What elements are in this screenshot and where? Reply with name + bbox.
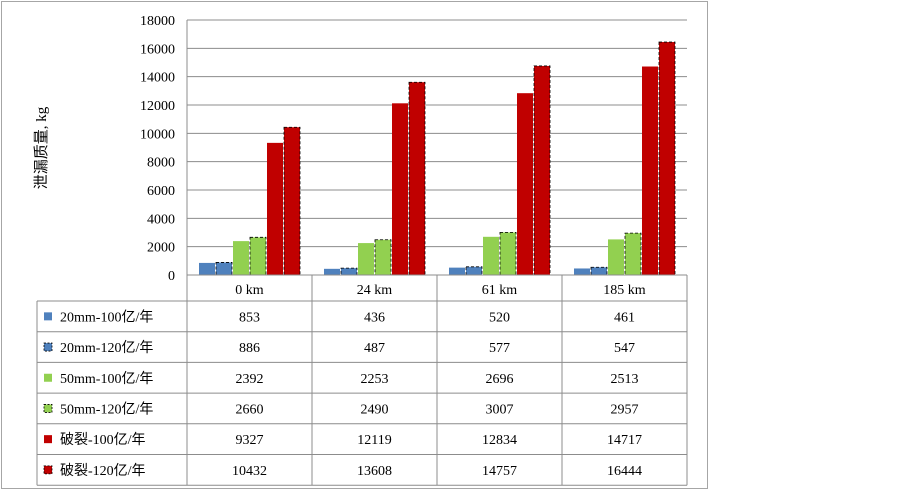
legend-key [44,312,52,321]
category-label: 185 km [603,283,646,298]
bar [392,103,408,275]
bar [483,236,499,275]
bar [590,266,608,276]
bar [215,262,233,276]
bar [608,239,624,275]
data-label: 2696 [486,372,514,387]
legend-key [43,342,53,352]
data-label: 547 [614,341,635,356]
data-label: 12119 [357,433,391,448]
bar [642,66,658,276]
y-tick-label: 14000 [140,71,175,86]
legend-entry: 20mm-100亿/年 [60,309,153,325]
bar [658,41,676,276]
data-label: 2957 [611,402,639,417]
y-tick-label: 16000 [140,42,175,57]
y-tick-label: 10000 [140,127,175,142]
bar [267,142,283,275]
data-label: 2513 [611,372,639,387]
bar [574,268,590,275]
data-label: 853 [239,310,260,325]
y-tick-label: 12000 [140,99,175,114]
bar [249,236,267,276]
bar [374,239,392,276]
category-label: 61 km [482,283,518,298]
bar [499,232,517,276]
legend-entry: 20mm-120亿/年 [60,340,153,356]
data-label: 2392 [236,372,264,387]
bar [358,243,374,275]
data-label: 2660 [236,402,264,417]
y-tick-label: 8000 [147,156,175,171]
legend-entry: 50mm-100亿/年 [60,371,153,387]
legend-key [44,373,52,382]
data-label: 12834 [482,433,517,448]
chart-frame [1,1,708,489]
y-tick-label: 18000 [140,14,175,29]
data-label: 10432 [232,464,267,479]
bar [465,266,483,276]
bar [324,268,340,275]
data-label: 14717 [607,433,642,448]
bar [408,81,426,276]
bar [449,267,465,275]
bar [283,126,301,276]
data-label: 2490 [361,402,389,417]
legend-key [43,404,53,413]
data-label: 487 [364,341,385,356]
legend-entry: 破裂-100亿/年 [60,432,146,448]
y-tick-label: 4000 [147,212,175,227]
y-tick-label: 6000 [147,184,175,199]
y-tick-label: 2000 [147,241,175,256]
bar [624,232,642,276]
data-label: 16444 [607,464,642,479]
category-label: 0 km [235,283,264,298]
y-axis-label: 泄漏质量, kg [33,106,50,189]
legend-entry: 50mm-120亿/年 [60,401,153,417]
y-tick-label: 0 [168,269,175,284]
category-label: 24 km [357,283,393,298]
legend-key [43,465,53,475]
legend-entry: 破裂-120亿/年 [60,463,146,479]
bar [233,241,249,275]
data-label: 2253 [361,372,389,387]
bar [533,65,551,276]
data-label: 577 [489,341,510,356]
data-label: 461 [614,310,635,325]
data-label: 3007 [486,402,514,417]
bar [199,262,215,275]
data-label: 13608 [357,464,392,479]
data-label: 14757 [482,464,517,479]
bar [517,93,533,275]
bar [340,267,358,276]
legend-key [44,435,52,444]
data-label: 886 [239,341,260,356]
data-label: 520 [489,310,510,325]
data-label: 436 [364,310,385,325]
data-label: 9327 [236,433,264,448]
